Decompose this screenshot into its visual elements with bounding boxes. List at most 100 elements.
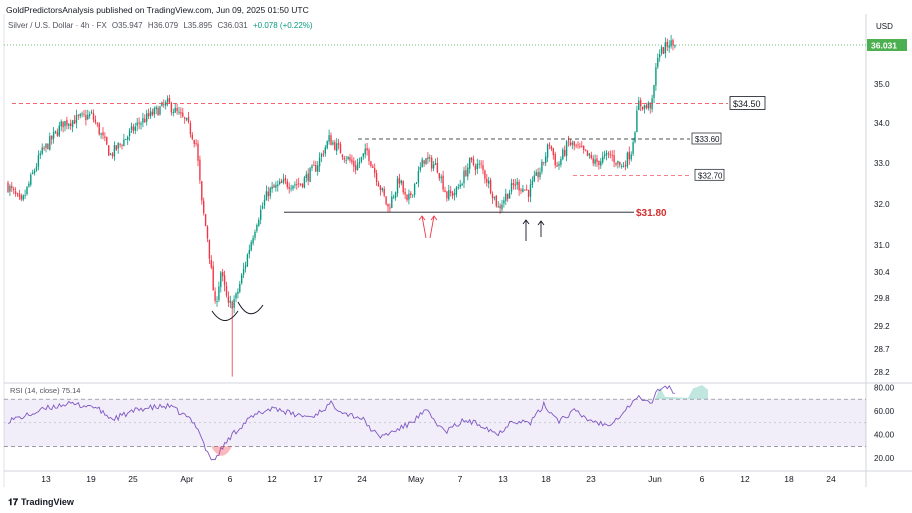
candle-body [54,130,57,133]
candle-body [488,180,490,184]
candle-body [512,183,515,185]
up-arrow-icon [522,219,530,241]
candle-body [526,189,528,191]
candle-body [191,134,193,140]
candle-body [621,166,623,167]
candle-body [543,162,545,163]
candle-body [393,196,395,198]
candle-body [102,132,104,136]
candle-body [495,195,497,207]
up-arrow-icon [418,215,427,239]
candle-body [632,142,634,154]
candle-body [277,184,279,187]
candle-body [155,107,157,110]
candle-body [239,283,241,292]
candle-body [47,143,49,150]
candle-body [674,45,676,47]
candle-body [229,300,231,303]
rsi-tick-label: 40.00 [874,431,895,440]
candle-body [288,186,290,189]
candle-body [617,160,619,164]
candle-body [58,125,60,136]
candle-body [516,181,518,185]
candle-body [571,142,573,145]
candle-body [71,120,74,128]
candle-body [615,162,617,165]
level-label-box [694,168,725,181]
symbol-name[interactable]: Silver / U.S. Dollar · 4h · FX [8,21,107,30]
candle-body [336,143,338,152]
candle-body [349,157,351,161]
candle-body [370,161,372,166]
time-tick-label: 7 [458,474,463,484]
candle-body [195,143,197,145]
candle-body [640,100,642,107]
level-label-33-60: $33.60 [695,135,720,144]
candle-body [592,158,594,164]
candle-body [666,41,668,47]
price-tick-label: 29.8 [874,294,890,303]
candle-body [166,98,169,102]
candle-body [109,153,112,155]
candle-body [533,175,535,182]
candle-body [432,164,435,169]
time-tick-label: May [408,474,425,484]
candle-body [590,154,592,159]
candle-body [645,105,648,108]
candle-body [28,183,30,187]
time-tick-label: 6 [228,474,233,484]
candle-body [157,108,159,116]
candle-body [664,42,667,54]
candle-body [442,175,444,190]
candle-body [539,172,541,178]
candle-body [413,184,416,195]
candle-body [358,161,361,164]
candle-body [375,173,378,183]
candle-body [225,286,228,296]
candle-body [60,121,62,127]
last-price-tag [867,39,907,51]
candle-body [320,153,323,157]
candle-body [434,163,437,165]
candle-body [315,165,317,172]
candle-body [35,166,38,171]
candle-body [33,170,36,174]
candle-body [204,214,207,226]
candle-body [410,193,412,196]
candle-body [626,152,629,167]
candle-body [339,144,342,154]
candle-body [518,181,520,191]
candle-body [491,194,494,199]
published-caption: GoldPredictorsAnalysis published on Trad… [6,5,309,15]
candle-body [185,118,188,120]
candle-body [311,165,313,169]
candle-body [377,183,380,187]
candle-body [569,142,572,146]
candle-body [41,147,43,154]
candle-body [579,145,581,147]
candle-body [121,145,123,147]
candle-body [280,181,283,184]
candle-body [117,143,119,149]
time-tick-label: Jun [648,474,662,484]
candle-body [603,154,606,156]
candle-body [641,106,644,110]
candle-body [415,182,418,184]
time-tick-label: 13 [498,474,508,484]
candle-body [402,181,404,193]
candle-body [356,163,359,170]
candle-body [163,103,165,105]
candle-body [161,102,163,107]
candle-body [290,188,292,190]
candle-body [125,138,127,140]
candle-body [18,193,21,197]
candle-body [252,238,254,244]
candle-body [222,272,224,277]
up-arrow-icon [537,220,545,237]
candle-body [52,132,55,139]
candle-body [596,158,598,163]
candle-body [92,113,95,120]
time-tick-label: 17 [313,474,323,484]
candle-body [286,181,288,187]
